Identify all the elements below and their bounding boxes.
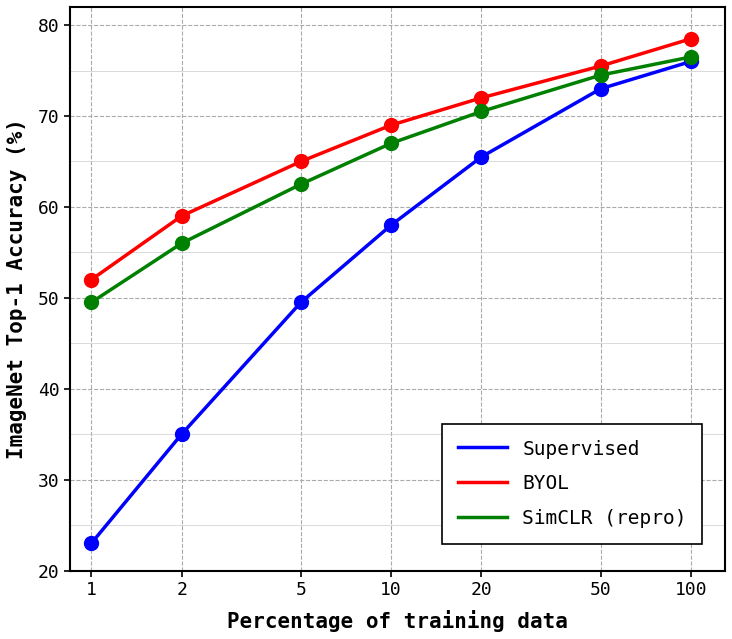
BYOL (87, 276, 96, 284)
Y-axis label: ImageNet Top-1 Accuracy (%): ImageNet Top-1 Accuracy (%) (7, 118, 27, 459)
SimCLR (repro) (386, 139, 395, 147)
Supervised (386, 221, 395, 229)
BYOL (597, 62, 605, 70)
BYOL (687, 35, 695, 43)
SimCLR (repro) (597, 72, 605, 79)
BYOL (477, 94, 486, 102)
Supervised (177, 430, 186, 438)
BYOL (177, 212, 186, 220)
Line: BYOL: BYOL (84, 32, 698, 286)
Supervised (477, 153, 486, 161)
Supervised (597, 85, 605, 93)
Line: Supervised: Supervised (84, 54, 698, 550)
BYOL (296, 158, 305, 166)
X-axis label: Percentage of training data: Percentage of training data (227, 610, 568, 632)
SimCLR (repro) (477, 107, 486, 115)
BYOL (386, 121, 395, 129)
SimCLR (repro) (687, 53, 695, 61)
SimCLR (repro) (296, 180, 305, 188)
Supervised (687, 58, 695, 65)
Line: SimCLR (repro): SimCLR (repro) (84, 50, 698, 309)
Legend: Supervised, BYOL, SimCLR (repro): Supervised, BYOL, SimCLR (repro) (442, 424, 702, 544)
SimCLR (repro) (177, 240, 186, 247)
Supervised (87, 539, 96, 547)
SimCLR (repro) (87, 298, 96, 306)
Supervised (296, 298, 305, 306)
